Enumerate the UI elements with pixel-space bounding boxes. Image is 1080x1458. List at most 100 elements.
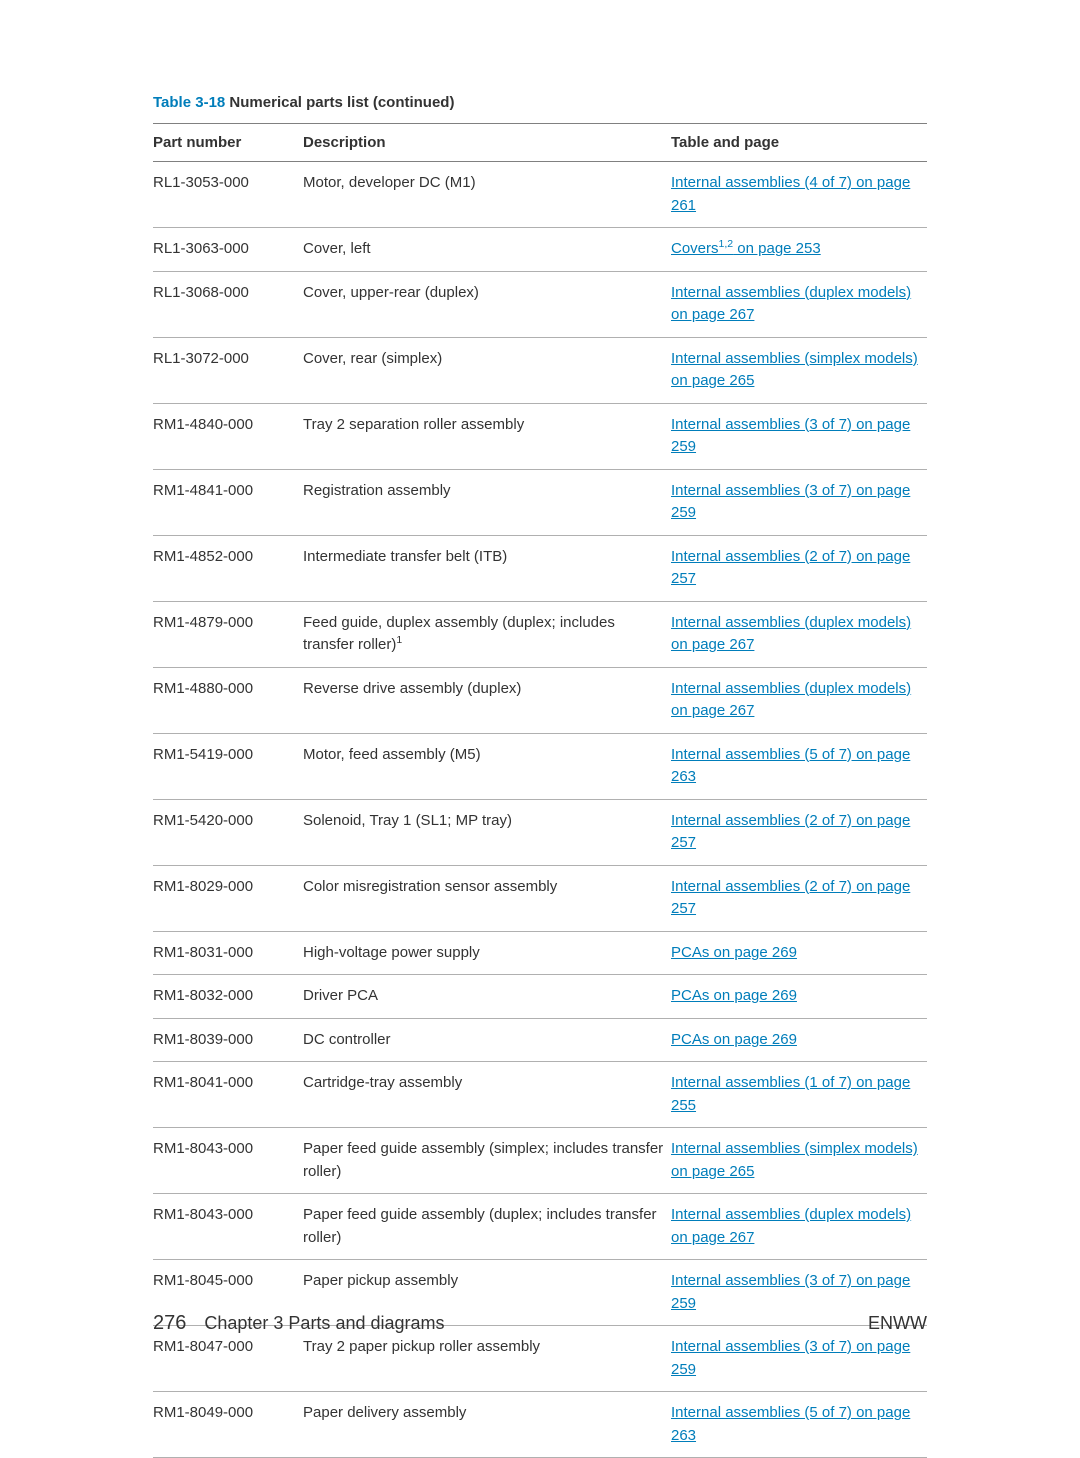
reference-link[interactable]: PCAs on page 269 xyxy=(671,1031,797,1048)
reference-link[interactable]: Internal assemblies (3 of 7) on page 259 xyxy=(671,482,910,522)
cell-description: Solenoid, Tray 1 (SL1; MP tray) xyxy=(303,799,671,865)
cell-part-number: RM1-4880-000 xyxy=(153,667,303,733)
reference-link[interactable]: Internal assemblies (5 of 7) on page 263 xyxy=(671,746,910,786)
table-row: RM1-8049-000Paper delivery assemblyInter… xyxy=(153,1392,927,1458)
table-row: RM1-4841-000Registration assemblyInterna… xyxy=(153,469,927,535)
cell-part-number: RM1-8029-000 xyxy=(153,865,303,931)
cell-reference: Internal assemblies (duplex models) on p… xyxy=(671,601,927,667)
cell-part-number: RM1-4852-000 xyxy=(153,535,303,601)
table-title: Numerical parts list (continued) xyxy=(225,94,454,111)
cell-description: Reverse drive assembly (duplex) xyxy=(303,667,671,733)
table-row: RM1-8043-000Paper feed guide assembly (s… xyxy=(153,1128,927,1194)
table-row: RL1-3072-000Cover, rear (simplex)Interna… xyxy=(153,337,927,403)
page-footer: 276 Chapter 3 Parts and diagrams ENWW xyxy=(153,1312,927,1335)
cell-part-number: RM1-4841-000 xyxy=(153,469,303,535)
reference-link[interactable]: Internal assemblies (duplex models) on p… xyxy=(671,680,911,720)
table-caption: Table 3-18 Numerical parts list (continu… xyxy=(153,94,927,111)
reference-link[interactable]: Internal assemblies (2 of 7) on page 257 xyxy=(671,812,910,852)
reference-link[interactable]: Internal assemblies (3 of 7) on page 259 xyxy=(671,416,910,456)
cell-part-number: RM1-4840-000 xyxy=(153,403,303,469)
parts-table: Part number Description Table and page R… xyxy=(153,123,927,1458)
reference-link[interactable]: Internal assemblies (2 of 7) on page 257 xyxy=(671,878,910,918)
cell-part-number: RM1-8032-000 xyxy=(153,975,303,1019)
cell-part-number: RM1-5420-000 xyxy=(153,799,303,865)
reference-link[interactable]: PCAs on page 269 xyxy=(671,944,797,961)
cell-description: Cartridge-tray assembly xyxy=(303,1062,671,1128)
cell-description: Tray 2 paper pickup roller assembly xyxy=(303,1326,671,1392)
table-row: RL1-3063-000Cover, leftCovers1,2 on page… xyxy=(153,228,927,272)
cell-description: Motor, feed assembly (M5) xyxy=(303,733,671,799)
page: Table 3-18 Numerical parts list (continu… xyxy=(0,0,1080,1397)
reference-link[interactable]: Internal assemblies (5 of 7) on page 263 xyxy=(671,1404,910,1444)
table-row: RM1-4880-000Reverse drive assembly (dupl… xyxy=(153,667,927,733)
table-label: Table 3-18 xyxy=(153,94,225,111)
col-header-table-and-page: Table and page xyxy=(671,124,927,162)
cell-reference: PCAs on page 269 xyxy=(671,975,927,1019)
cell-reference: Internal assemblies (duplex models) on p… xyxy=(671,271,927,337)
reference-link[interactable]: Internal assemblies (simplex models) on … xyxy=(671,350,918,390)
table-row: RM1-8047-000Tray 2 paper pickup roller a… xyxy=(153,1326,927,1392)
cell-reference: Internal assemblies (simplex models) on … xyxy=(671,1128,927,1194)
reference-link[interactable]: Internal assemblies (1 of 7) on page 255 xyxy=(671,1074,910,1114)
reference-link[interactable]: PCAs on page 269 xyxy=(671,987,797,1004)
cell-part-number: RL1-3063-000 xyxy=(153,228,303,272)
cell-reference: Internal assemblies (duplex models) on p… xyxy=(671,667,927,733)
page-number: 276 xyxy=(153,1312,186,1335)
reference-link[interactable]: Internal assemblies (3 of 7) on page 259 xyxy=(671,1338,910,1378)
reference-link[interactable]: Internal assemblies (2 of 7) on page 257 xyxy=(671,548,910,588)
col-header-description: Description xyxy=(303,124,671,162)
footer-right: ENWW xyxy=(868,1313,927,1334)
cell-reference: PCAs on page 269 xyxy=(671,931,927,975)
chapter-title: Chapter 3 Parts and diagrams xyxy=(204,1313,444,1334)
cell-reference: Internal assemblies (5 of 7) on page 263 xyxy=(671,1392,927,1458)
table-header-row: Part number Description Table and page xyxy=(153,124,927,162)
cell-reference: Internal assemblies (2 of 7) on page 257 xyxy=(671,799,927,865)
table-row: RL1-3068-000Cover, upper-rear (duplex)In… xyxy=(153,271,927,337)
cell-reference: Internal assemblies (duplex models) on p… xyxy=(671,1194,927,1260)
cell-description: Paper delivery assembly xyxy=(303,1392,671,1458)
reference-link[interactable]: Internal assemblies (duplex models) on p… xyxy=(671,284,911,324)
cell-part-number: RM1-5419-000 xyxy=(153,733,303,799)
cell-description: Motor, developer DC (M1) xyxy=(303,162,671,228)
cell-reference: Internal assemblies (2 of 7) on page 257 xyxy=(671,865,927,931)
cell-reference: Internal assemblies (4 of 7) on page 261 xyxy=(671,162,927,228)
cell-description: Registration assembly xyxy=(303,469,671,535)
cell-reference: PCAs on page 269 xyxy=(671,1018,927,1062)
cell-description: Paper feed guide assembly (duplex; inclu… xyxy=(303,1194,671,1260)
table-row: RM1-8031-000High-voltage power supplyPCA… xyxy=(153,931,927,975)
reference-link[interactable]: Internal assemblies (duplex models) on p… xyxy=(671,1206,911,1246)
reference-link[interactable]: Internal assemblies (4 of 7) on page 261 xyxy=(671,174,910,214)
cell-part-number: RL1-3072-000 xyxy=(153,337,303,403)
cell-reference: Internal assemblies (2 of 7) on page 257 xyxy=(671,535,927,601)
cell-reference: Internal assemblies (3 of 7) on page 259 xyxy=(671,403,927,469)
cell-part-number: RM1-8031-000 xyxy=(153,931,303,975)
cell-reference: Internal assemblies (3 of 7) on page 259 xyxy=(671,469,927,535)
reference-link[interactable]: Internal assemblies (duplex models) on p… xyxy=(671,614,911,654)
cell-description: DC controller xyxy=(303,1018,671,1062)
cell-reference: Internal assemblies (5 of 7) on page 263 xyxy=(671,733,927,799)
parts-table-body: RL1-3053-000Motor, developer DC (M1)Inte… xyxy=(153,162,927,1458)
table-row: RM1-8041-000Cartridge-tray assemblyInter… xyxy=(153,1062,927,1128)
col-header-part-number: Part number xyxy=(153,124,303,162)
cell-description: Color misregistration sensor assembly xyxy=(303,865,671,931)
cell-reference: Internal assemblies (1 of 7) on page 255 xyxy=(671,1062,927,1128)
table-row: RM1-5420-000Solenoid, Tray 1 (SL1; MP tr… xyxy=(153,799,927,865)
cell-part-number: RL1-3053-000 xyxy=(153,162,303,228)
cell-description: Driver PCA xyxy=(303,975,671,1019)
cell-description: Cover, rear (simplex) xyxy=(303,337,671,403)
reference-link[interactable]: Internal assemblies (3 of 7) on page 259 xyxy=(671,1272,910,1312)
table-row: RM1-8032-000Driver PCAPCAs on page 269 xyxy=(153,975,927,1019)
cell-description: Intermediate transfer belt (ITB) xyxy=(303,535,671,601)
reference-link[interactable]: Covers1,2 on page 253 xyxy=(671,240,821,257)
table-row: RL1-3053-000Motor, developer DC (M1)Inte… xyxy=(153,162,927,228)
table-row: RM1-5419-000Motor, feed assembly (M5)Int… xyxy=(153,733,927,799)
cell-part-number: RM1-8041-000 xyxy=(153,1062,303,1128)
table-row: RM1-8029-000Color misregistration sensor… xyxy=(153,865,927,931)
table-row: RM1-8039-000DC controllerPCAs on page 26… xyxy=(153,1018,927,1062)
cell-part-number: RM1-8043-000 xyxy=(153,1128,303,1194)
footer-left: 276 Chapter 3 Parts and diagrams xyxy=(153,1312,445,1335)
reference-link[interactable]: Internal assemblies (simplex models) on … xyxy=(671,1140,918,1180)
cell-reference: Covers1,2 on page 253 xyxy=(671,228,927,272)
cell-part-number: RM1-8047-000 xyxy=(153,1326,303,1392)
table-row: RM1-4879-000Feed guide, duplex assembly … xyxy=(153,601,927,667)
